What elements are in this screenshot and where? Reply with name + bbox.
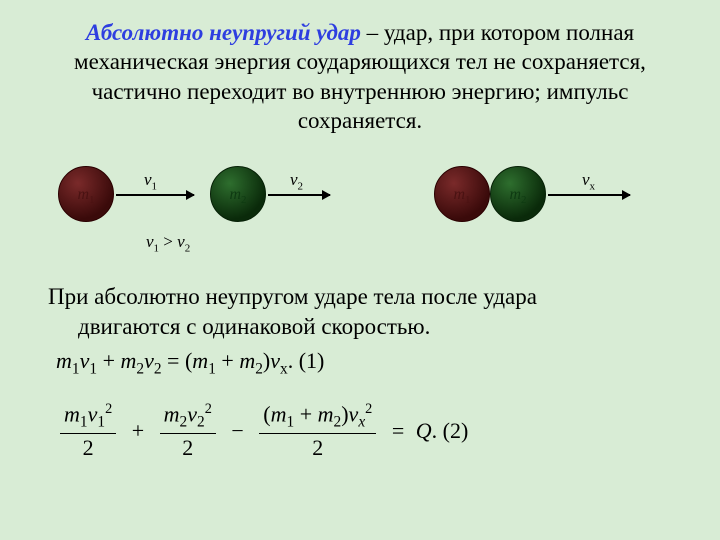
- body-line2: двигаются с одинаковой скоростью.: [78, 312, 678, 342]
- definition-term: Абсолютно неупругий удар: [86, 20, 361, 45]
- ball-label: m2: [509, 186, 526, 203]
- equation-1: m1v1 + m2v2 = (m1 + m2)vx. (1): [42, 348, 678, 378]
- eq2-term2: m2v22 2: [160, 401, 216, 461]
- ball-label: m1: [453, 186, 470, 203]
- ball-label: m2: [229, 186, 246, 203]
- arrow-v2: [268, 194, 330, 196]
- eq2-term1: m1v12 2: [60, 401, 116, 461]
- ball-m1-before: m1: [58, 166, 114, 222]
- label-v1: v1: [144, 170, 157, 192]
- arrow-v1: [116, 194, 194, 196]
- ball-m1-after: m1: [434, 166, 490, 222]
- equation-2: m1v12 2 + m2v22 2 − (m1 + m2)vx2 2 = Q. …: [42, 401, 678, 461]
- ball-label: m1: [77, 186, 94, 203]
- collision-diagram: m1 v1 m2 v2 v1 > v2 m1 m2 vx: [42, 148, 678, 268]
- ball-m2-after: m2: [490, 166, 546, 222]
- eq2-term3: (m1 + m2)vx2 2: [259, 401, 376, 461]
- slide: Абсолютно неупругий удар – удар, при кот…: [0, 0, 720, 540]
- label-vx: vx: [582, 170, 595, 192]
- condition-v1-gt-v2: v1 > v2: [146, 232, 190, 254]
- label-v2: v2: [290, 170, 303, 192]
- definition-text: Абсолютно неупругий удар – удар, при кот…: [42, 18, 678, 136]
- body-line1: При абсолютно неупругом ударе тела после…: [48, 282, 678, 312]
- body-text: При абсолютно неупругом ударе тела после…: [42, 282, 678, 343]
- arrow-vx: [548, 194, 630, 196]
- ball-m2-before: m2: [210, 166, 266, 222]
